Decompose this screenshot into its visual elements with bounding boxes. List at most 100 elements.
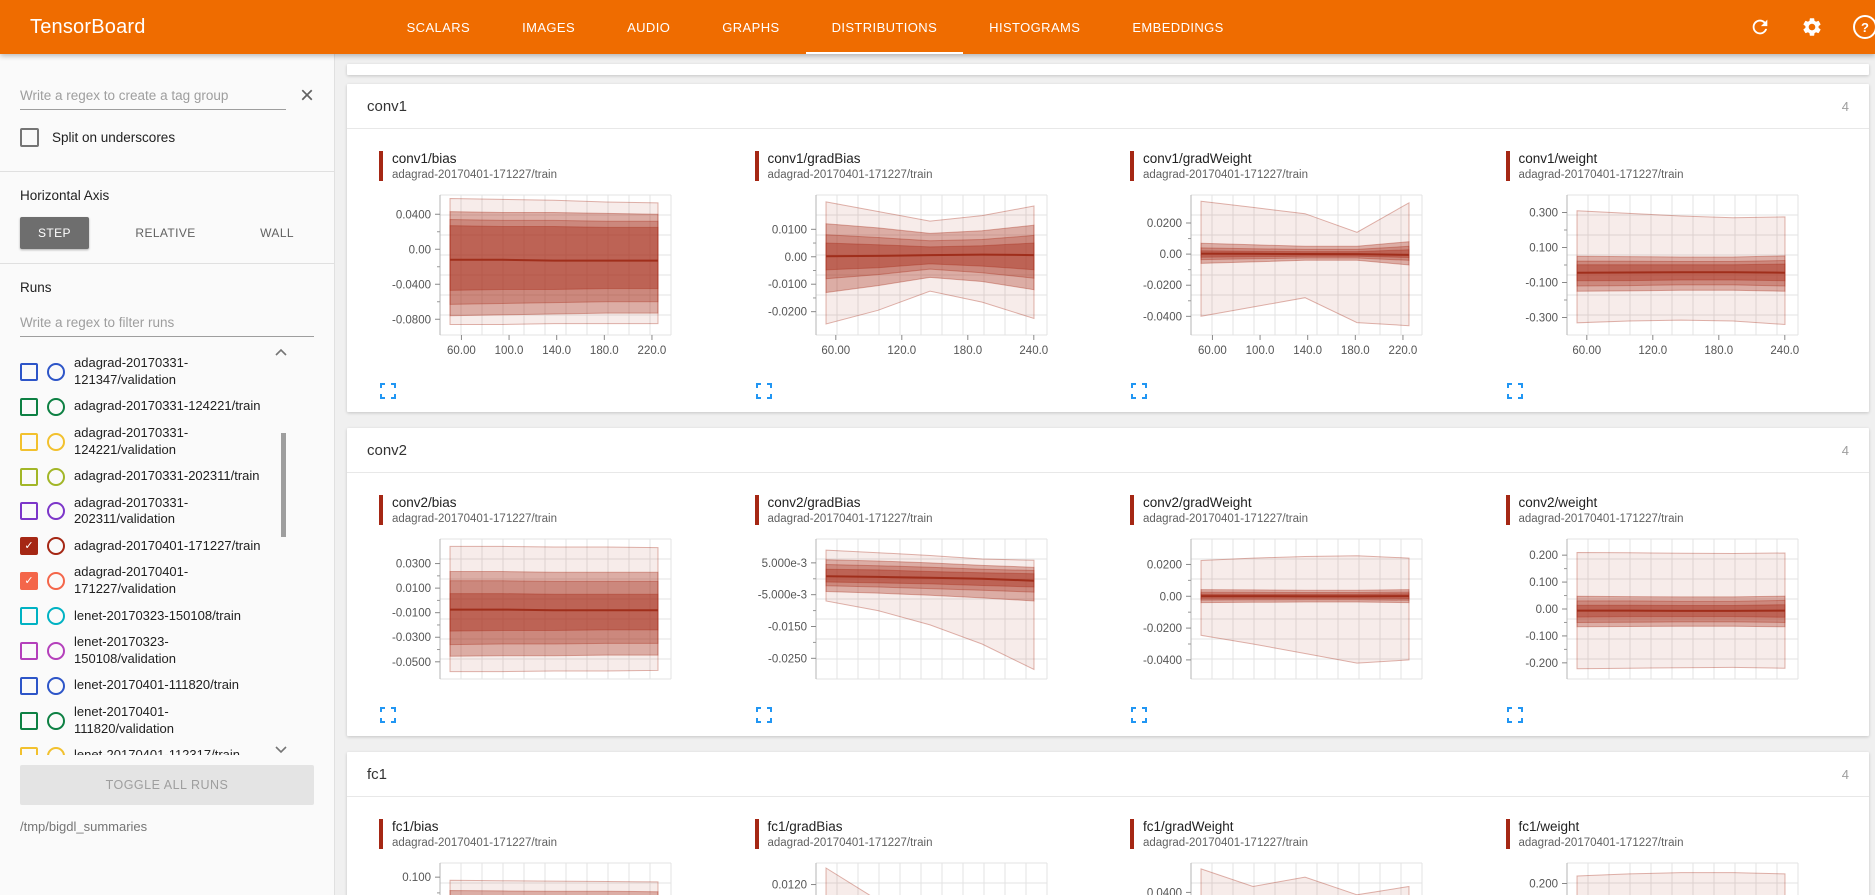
runs-filter-input[interactable]: [20, 309, 314, 337]
expand-chart-button[interactable]: [755, 706, 773, 724]
run-radio[interactable]: [47, 746, 65, 755]
axis-mode-step[interactable]: STEP: [20, 217, 89, 249]
run-radio[interactable]: [47, 467, 65, 486]
expand-chart-button[interactable]: [1506, 382, 1524, 400]
svg-text:100.0: 100.0: [1246, 345, 1275, 357]
distribution-plot[interactable]: 0.300 0.100 -0.100 -0.300 60.00 120.0 180.0 240…: [1492, 189, 1822, 367]
run-checkbox[interactable]: [20, 502, 38, 521]
run-item[interactable]: ✓ adagrad-20170401-171227/validation: [20, 564, 268, 598]
distribution-plot[interactable]: 0.0200 0.00 -0.0200 -0.0400 60.00 100.0 140.0 1…: [1116, 189, 1446, 367]
run-checkbox[interactable]: [20, 607, 38, 626]
run-radio[interactable]: [47, 502, 65, 521]
distribution-plot[interactable]: 5.000e-3 -5.000e-3 -0.0150 -0.0250: [741, 533, 1071, 691]
run-radio[interactable]: [47, 397, 65, 416]
distribution-plot[interactable]: 0.0200 0.00 -0.0200 -0.0400: [1116, 533, 1446, 691]
distribution-plot[interactable]: 0.200 0.100 0.00 -0.100 -0.200: [1492, 533, 1822, 691]
expand-chart-button[interactable]: [1130, 706, 1148, 724]
run-label: lenet-20170401-112317/train: [74, 747, 241, 755]
chart-header: fc1/weight adagrad-20170401-171227/train: [1505, 819, 1856, 849]
chart-run-label: adagrad-20170401-171227/train: [1143, 169, 1308, 181]
run-radio[interactable]: [47, 537, 65, 556]
axis-mode-relative[interactable]: RELATIVE: [135, 226, 196, 240]
chart-run-label: adagrad-20170401-171227/train: [1143, 513, 1308, 525]
run-item[interactable]: adagrad-20170331-202311/validation: [20, 495, 268, 529]
run-checkbox[interactable]: [20, 642, 38, 661]
split-underscores-checkbox[interactable]: Split on underscores: [20, 128, 314, 147]
scroll-down-icon[interactable]: [274, 745, 288, 755]
run-item[interactable]: lenet-20170401-112317/train: [20, 746, 268, 755]
tab-scalars[interactable]: SCALARS: [406, 19, 471, 35]
run-checkbox[interactable]: [20, 467, 38, 486]
run-item[interactable]: adagrad-20170331-124221/validation: [20, 425, 268, 459]
run-item[interactable]: adagrad-20170331-121347/validation: [20, 355, 268, 389]
run-color-bar: [754, 495, 759, 525]
expand-chart-button[interactable]: [379, 382, 397, 400]
run-radio[interactable]: [47, 711, 65, 730]
run-color-bar: [1505, 151, 1510, 181]
tag-regex-input[interactable]: [20, 82, 286, 110]
run-checkbox[interactable]: [20, 676, 38, 695]
tag-group-header[interactable]: conv2 4: [347, 428, 1869, 473]
run-item[interactable]: lenet-20170323-150108/train: [20, 607, 268, 626]
refresh-icon[interactable]: [1749, 16, 1771, 38]
svg-text:180.0: 180.0: [953, 345, 982, 357]
chart-run-label: adagrad-20170401-171227/train: [767, 513, 933, 525]
distribution-plot[interactable]: 0.0400 0.00 -0.0400 -0.0800 60.00 100.0 140.0 1…: [365, 189, 695, 367]
run-checkbox[interactable]: [20, 397, 38, 416]
run-radio[interactable]: [47, 572, 65, 591]
run-item[interactable]: adagrad-20170331-124221/train: [20, 397, 268, 416]
chart-header: conv1/gradBias adagrad-20170401-171227/tr…: [754, 151, 1105, 181]
runs-scrollbar[interactable]: [272, 347, 288, 755]
run-radio[interactable]: [47, 676, 65, 695]
settings-icon[interactable]: [1801, 16, 1823, 38]
tab-graphs[interactable]: GRAPHS: [722, 19, 780, 35]
runs-list: adagrad-20170331-121347/validation adagra…: [20, 355, 314, 755]
tag-group-card: conv1 4 conv1/bias adagrad-20170401-171227/…: [347, 84, 1869, 412]
run-checkbox[interactable]: ✓: [20, 537, 38, 556]
header-actions: ?: [1749, 0, 1875, 54]
distribution-plot[interactable]: 0.0300 0.0100 -0.0100 -0.0300 -0.0500: [365, 533, 695, 691]
toggle-all-runs-button[interactable]: TOGGLE ALL RUNS: [20, 765, 314, 805]
distribution-plot[interactable]: 0.0100 0.00 -0.0100 -0.0200 60.00 120.0 180.0 2…: [741, 189, 1071, 367]
tab-histograms[interactable]: HISTOGRAMS: [989, 19, 1081, 35]
run-checkbox[interactable]: [20, 711, 38, 730]
run-radio[interactable]: [47, 642, 65, 661]
tab-embeddings[interactable]: EMBEDDINGS: [1132, 19, 1224, 35]
run-item[interactable]: lenet-20170401-111820/validation: [20, 704, 268, 738]
expand-chart-button[interactable]: [1130, 382, 1148, 400]
close-icon[interactable]: ×: [299, 82, 314, 109]
tab-audio[interactable]: AUDIO: [627, 19, 671, 35]
svg-text:240.0: 240.0: [1770, 345, 1799, 357]
checkbox-icon[interactable]: [20, 128, 39, 147]
tag-group-header[interactable]: fc1 4: [347, 752, 1869, 797]
distribution-plot[interactable]: 0.01206.000e-30.00: [741, 857, 1071, 895]
run-checkbox[interactable]: [20, 432, 38, 451]
tab-distributions[interactable]: DISTRIBUTIONS: [805, 0, 964, 54]
tag-group-header[interactable]: conv1 4: [347, 84, 1869, 129]
expand-chart-button[interactable]: [755, 382, 773, 400]
run-radio[interactable]: [47, 362, 65, 381]
scroll-up-icon[interactable]: [274, 347, 288, 357]
help-icon[interactable]: ?: [1853, 15, 1875, 39]
expand-chart-button[interactable]: [379, 706, 397, 724]
run-item[interactable]: adagrad-20170331-202311/train: [20, 467, 268, 486]
run-item[interactable]: ✓ adagrad-20170401-171227/train: [20, 537, 268, 556]
run-item[interactable]: lenet-20170401-111820/train: [20, 676, 268, 695]
tab-images[interactable]: IMAGES: [522, 19, 576, 35]
scrollbar-thumb[interactable]: [281, 433, 286, 537]
svg-text:0.00: 0.00: [1160, 591, 1182, 603]
run-radio[interactable]: [47, 607, 65, 626]
run-checkbox[interactable]: [20, 746, 38, 755]
chart-title: conv2/weight: [1518, 495, 1598, 510]
axis-mode-wall[interactable]: WALL: [260, 226, 294, 240]
run-checkbox[interactable]: ✓: [20, 572, 38, 591]
run-item[interactable]: lenet-20170323-150108/validation: [20, 634, 268, 668]
expand-chart-button[interactable]: [1506, 706, 1524, 724]
run-checkbox[interactable]: [20, 362, 38, 381]
svg-text:-0.0200: -0.0200: [767, 307, 806, 319]
svg-text:180.0: 180.0: [1341, 345, 1370, 357]
run-radio[interactable]: [47, 432, 65, 451]
